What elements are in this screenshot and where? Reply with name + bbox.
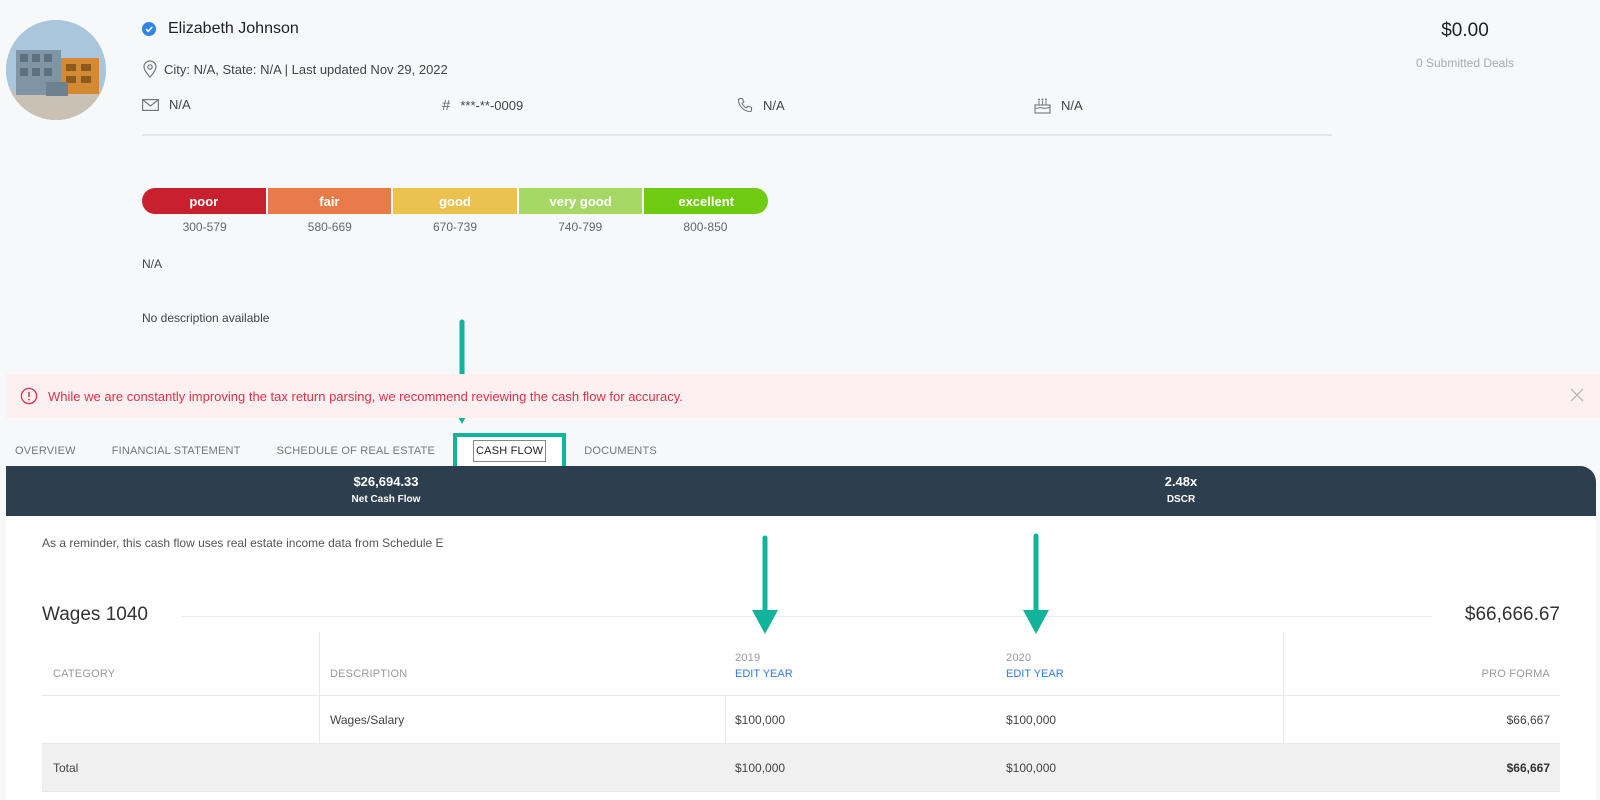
total-2019-value: $100,000 (735, 761, 786, 775)
col-category: CATEGORY (53, 668, 116, 680)
credit-range-very-good: 740-799 (558, 220, 603, 234)
deals-summary: $0.00 0 Submitted Deals (1400, 20, 1530, 70)
birthday-cake-icon (1034, 98, 1051, 114)
hash-icon: # (442, 97, 451, 114)
edit-year-2020-link[interactable]: EDIT YEAR (1006, 668, 1064, 680)
credit-range-poor: 300-579 (182, 220, 227, 234)
ssn-info: # ***-**-0009 (442, 97, 523, 114)
dscr-label: DSCR (1166, 494, 1196, 505)
cashflow-summary-band: $26,694.33 Net Cash Flow 2.48x DSCR (6, 466, 1596, 516)
credit-segment-poor: poor (142, 188, 268, 214)
profile-name: Elizabeth Johnson (168, 20, 299, 37)
dscr-metric: 2.48x DSCR (1081, 474, 1281, 505)
alert-circle-icon (20, 387, 38, 405)
section-total: $66,666.67 (1464, 604, 1560, 625)
section-divider (182, 616, 1432, 617)
tab-financial-statement[interactable]: FINANCIAL STATEMENT (111, 445, 241, 457)
email-value: N/A (169, 97, 191, 112)
table-row: Wages/Salary $100,000 $100,000 $66,667 (42, 696, 1560, 744)
avatar (6, 20, 106, 120)
location-row: City: N/A, State: N/A | Last updated Nov… (142, 60, 448, 78)
phone-info: N/A (737, 97, 785, 113)
phone-icon (737, 97, 753, 113)
credit-range-good: 670-739 (432, 220, 478, 234)
total-2020-value: $100,000 (1006, 761, 1057, 775)
cashflow-panel: As a reminder, this cash flow uses real … (6, 516, 1596, 800)
profile-description: No description available (142, 311, 270, 325)
row-2019-value: $100,000 (735, 713, 786, 727)
profile-tabs: OVERVIEW FINANCIAL STATEMENT SCHEDULE OF… (0, 433, 675, 471)
col-pro-forma: PRO FORMA (1481, 668, 1550, 680)
email-info: N/A (142, 97, 191, 112)
credit-range-fair: 580-669 (307, 220, 352, 234)
row-pro-forma-value: $66,667 (1506, 713, 1550, 727)
birthday-value: N/A (1061, 98, 1083, 113)
phone-value: N/A (763, 97, 785, 113)
credit-segment-very-good: very good (518, 188, 645, 214)
location-text: City: N/A, State: N/A | Last updated Nov… (164, 61, 448, 77)
tab-documents[interactable]: DOCUMENTS (584, 445, 657, 457)
dscr-value: 2.48x (1164, 474, 1198, 489)
row-2020-value: $100,000 (1006, 713, 1057, 727)
credit-segment-fair: fair (267, 188, 394, 214)
table-total-row: Total $100,000 $100,000 $66,667 (42, 744, 1560, 792)
profile-header: Elizabeth Johnson (142, 20, 299, 38)
total-label: Total (53, 761, 79, 775)
verified-badge-icon (142, 22, 156, 36)
tab-cash-flow-label: CASH FLOW (473, 440, 547, 462)
contact-info-row: N/A # ***-**-0009 N/A N/A (142, 97, 1332, 117)
accuracy-alert: While we are constantly improving the ta… (6, 374, 1600, 418)
credit-score-scale: poor fair good very good excellent 300-5… (142, 188, 768, 234)
row-description: Wages/Salary (330, 713, 405, 727)
birthday-info: N/A (1034, 97, 1083, 114)
col-year-2020: 2020 (1006, 652, 1032, 664)
wages-table: CATEGORY DESCRIPTION 2019 EDIT YEAR 2020… (42, 632, 1560, 792)
map-pin-icon (143, 60, 157, 78)
submitted-deals-count: 0 Submitted Deals (1415, 56, 1515, 70)
tab-schedule-of-real-estate[interactable]: SCHEDULE OF REAL ESTATE (276, 445, 436, 457)
credit-range-excellent: 800-850 (683, 220, 728, 234)
schedule-e-reminder: As a reminder, this cash flow uses real … (42, 536, 444, 550)
col-year-2019: 2019 (735, 652, 761, 664)
credit-score-bar: poor fair good very good excellent (142, 188, 768, 214)
column-divider (319, 632, 320, 744)
credit-segment-good: good (393, 188, 519, 214)
building-photo (6, 20, 106, 120)
annotation-arrow-icon (752, 535, 778, 634)
col-description: DESCRIPTION (330, 668, 408, 680)
alert-message: While we are constantly improving the ta… (48, 388, 683, 404)
net-cash-flow-value: $26,694.33 (353, 474, 419, 489)
section-title: Wages 1040 (42, 604, 148, 625)
annotation-arrow-icon (1023, 533, 1049, 634)
table-header: CATEGORY DESCRIPTION 2019 EDIT YEAR 2020… (42, 632, 1560, 696)
tab-overview[interactable]: OVERVIEW (15, 445, 76, 457)
edit-year-2019-link[interactable]: EDIT YEAR (735, 668, 793, 680)
credit-score-value: N/A (142, 257, 163, 271)
header-divider (142, 134, 1332, 136)
close-icon[interactable] (1570, 388, 1584, 402)
net-cash-flow-metric: $26,694.33 Net Cash Flow (286, 474, 486, 505)
ssn-value: ***-**-0009 (460, 98, 524, 113)
column-divider (725, 696, 726, 744)
net-cash-flow-label: Net Cash Flow (351, 494, 421, 505)
total-pro-forma-value: $66,667 (1506, 761, 1550, 775)
column-divider (1283, 632, 1284, 744)
credit-score-ranges: 300-579 580-669 670-739 740-799 800-850 (142, 220, 768, 234)
credit-segment-excellent: excellent (644, 188, 768, 214)
mail-icon (142, 98, 159, 111)
deals-amount: $0.00 (1441, 20, 1489, 41)
